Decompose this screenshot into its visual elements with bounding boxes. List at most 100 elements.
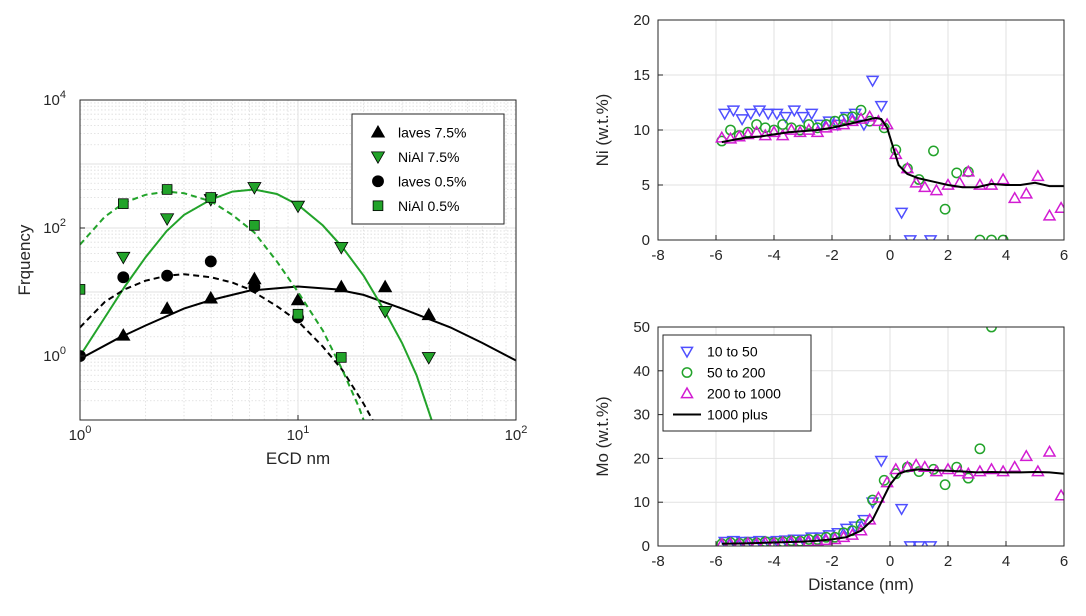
legend-label: 200 to 1000 [707, 386, 781, 402]
y-axis-label: Frquency [15, 224, 34, 295]
point-10-to-50 [726, 535, 741, 546]
point-laves-0-5 [117, 271, 130, 284]
legend-entry-1000-plus: 1000 plus [673, 407, 768, 423]
x-tick-label: 6 [1060, 247, 1068, 264]
point-10-to-50 [874, 455, 889, 468]
point-laves-7-5 [203, 290, 218, 304]
y-tick-label: 30 [633, 407, 650, 424]
x-axis-label: Distance (nm) [808, 575, 914, 594]
x-tick-label: 102 [505, 424, 528, 444]
x-tick-label: 2 [944, 247, 952, 264]
point-laves-0-5 [204, 255, 217, 268]
point-laves-7-5 [159, 301, 175, 314]
point-10-to-50 [923, 541, 938, 546]
point-laves-7-5 [116, 328, 131, 341]
series-10-to-50 [717, 75, 938, 240]
point-200-to-1000 [973, 177, 987, 190]
series-1000-plus [721, 468, 1064, 545]
point-10-to-50 [874, 100, 889, 113]
point-50-to-200 [939, 203, 951, 215]
point-200-to-1000 [984, 462, 999, 475]
point-200-to-1000 [723, 131, 738, 144]
point-10-to-50 [894, 207, 909, 220]
point-200-to-1000 [961, 466, 976, 479]
point-50-to-200 [951, 167, 963, 179]
line-1000-plus [721, 116, 1064, 189]
series-nial-0-5 [80, 184, 365, 420]
ecd-frequency-panel: 100 101 102 100 102 104 ECD nm Frquency laves 7.… [15, 89, 527, 468]
y-tick-label: 10 [633, 494, 650, 511]
point-200-to-1000 [1007, 460, 1022, 473]
point-laves-0-5 [248, 281, 261, 293]
x-tick-label: -6 [709, 247, 722, 264]
series-laves-0-5 [80, 255, 374, 420]
point-200-to-1000 [909, 175, 923, 188]
fit-line-nial-0-5 [80, 190, 365, 420]
y-tick-label: 40 [633, 363, 650, 380]
point-200-to-1000 [802, 122, 816, 135]
legend-entry-10-to-50: 10 to 50 [680, 344, 758, 360]
fit-line-laves-7-5 [80, 285, 516, 362]
legend: 10 to 50 50 to 200 200 to 1000 1000 plus [662, 334, 812, 432]
x-tick-label: -4 [767, 553, 780, 570]
point-10-to-50 [839, 111, 854, 124]
point-200-to-1000 [854, 111, 868, 124]
x-tick-label: -4 [767, 247, 780, 264]
y-tick-label: 0 [642, 232, 650, 249]
mo-profile-panel: -8 -6 -4 -2 0 2 4 6 0 10 20 30 40 50 Distance (nm) Mo (… [593, 319, 1068, 594]
point-nial-0-5 [80, 284, 86, 295]
point-nial-7-5 [377, 305, 393, 319]
point-10-to-50 [903, 541, 918, 546]
point-200-to-1000 [1019, 449, 1034, 462]
point-10-to-50 [744, 108, 758, 121]
x-tick-label: -2 [825, 553, 838, 570]
point-200-to-1000 [854, 523, 868, 536]
point-200-to-1000 [767, 125, 781, 138]
point-50-to-200 [867, 494, 879, 506]
legend-label: laves 7.5% [398, 124, 466, 140]
data-layer [80, 182, 516, 420]
point-nial-7-5 [421, 352, 436, 365]
x-axis-label: ECD nm [266, 449, 330, 468]
x-tick-label: 101 [287, 424, 310, 444]
x-tick-label: -2 [825, 247, 838, 264]
point-laves-7-5 [334, 279, 349, 293]
point-200-to-1000 [1042, 444, 1057, 457]
point-200-to-1000 [996, 172, 1010, 185]
legend-label: NiAl 0.5% [398, 198, 459, 214]
point-200-to-1000 [871, 490, 886, 503]
y-tick-label: 100 [43, 345, 66, 365]
y-axis-label: Mo (w.t.%) [593, 396, 612, 476]
x-tick-label: 4 [1002, 247, 1010, 264]
legend-entry-nial-0-5: NiAl 0.5% [372, 198, 459, 214]
point-50-to-200 [939, 479, 951, 491]
point-200-to-1000 [880, 475, 894, 488]
point-10-to-50 [796, 111, 810, 124]
point-200-to-1000 [845, 114, 860, 127]
legend: laves 7.5% NiAl 7.5% laves 0.5% NiAl 0.5% [351, 113, 505, 225]
y-axis-label: Ni (w.t.%) [593, 94, 612, 167]
legend-entry-200-to-1000: 200 to 1000 [680, 386, 781, 402]
legend-swatch [370, 124, 386, 138]
point-nial-7-5 [334, 241, 349, 255]
x-tick-label: 4 [1002, 553, 1010, 570]
y-tick-label: 20 [633, 12, 650, 29]
fit-line-laves-0-5 [80, 273, 374, 420]
legend-entry-nial-7-5: NiAl 7.5% [370, 149, 459, 165]
y-tick-label: 15 [633, 67, 650, 84]
point-nial-0-5 [249, 220, 260, 231]
point-200-to-1000 [784, 122, 799, 135]
point-10-to-50 [804, 108, 819, 121]
legend-swatch [372, 175, 384, 188]
ni-profile-panel: -8 -6 -4 -2 0 2 4 6 0 5 10 15 20 Ni (w.t.%) [593, 12, 1068, 264]
point-50-to-200 [974, 443, 986, 455]
legend-label: NiAl 7.5% [398, 149, 459, 165]
legend-swatch [681, 367, 693, 378]
point-200-to-1000 [1031, 464, 1045, 477]
grid [657, 326, 1065, 547]
point-200-to-1000 [732, 129, 746, 142]
point-200-to-1000 [1019, 186, 1034, 199]
point-200-to-1000 [1007, 191, 1022, 204]
point-10-to-50 [865, 497, 880, 510]
